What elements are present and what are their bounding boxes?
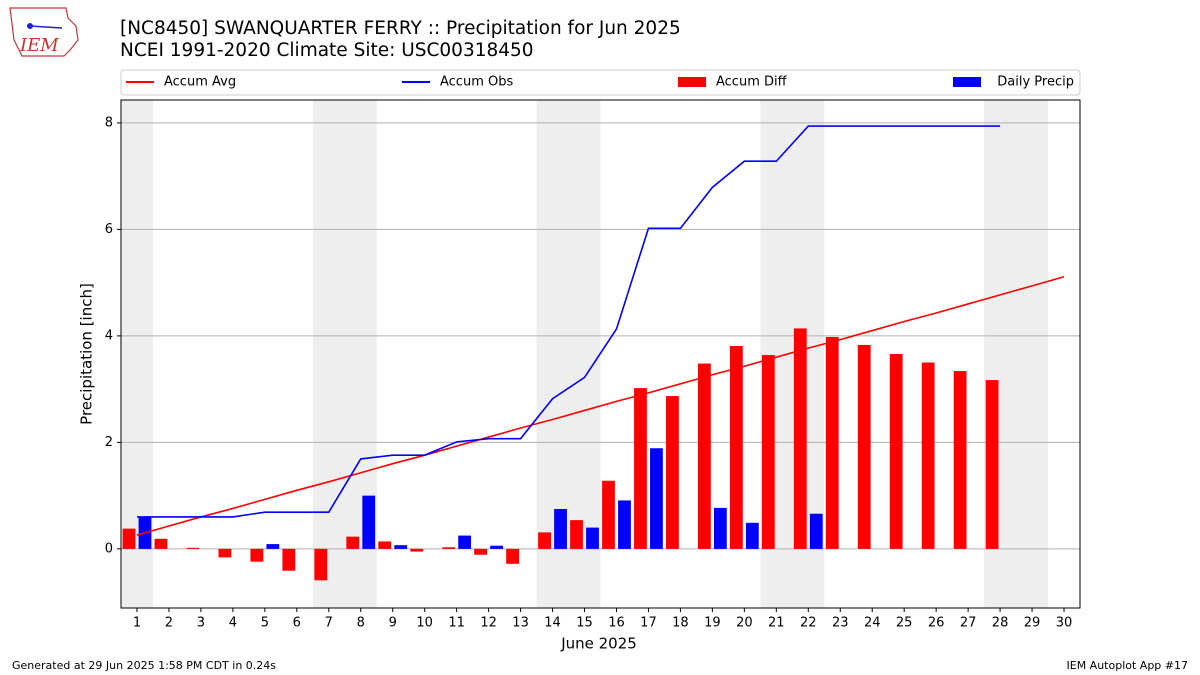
x-tick-label: 1 bbox=[133, 616, 141, 631]
bar bbox=[618, 500, 631, 549]
x-tick-label: 23 bbox=[832, 616, 849, 631]
x-tick-label: 10 bbox=[416, 616, 433, 631]
bar bbox=[793, 328, 807, 549]
x-tick-label: 26 bbox=[928, 616, 945, 631]
x-tick-label: 7 bbox=[325, 616, 333, 631]
bar bbox=[362, 495, 376, 549]
x-tick-label: 15 bbox=[576, 616, 593, 631]
x-tick-label: 20 bbox=[736, 616, 753, 631]
bar bbox=[713, 507, 727, 549]
x-tick-label: 19 bbox=[704, 616, 721, 631]
bar bbox=[394, 545, 408, 549]
x-tick-label: 30 bbox=[1056, 616, 1073, 631]
bar bbox=[650, 448, 663, 549]
x-tick-label: 27 bbox=[960, 616, 977, 631]
x-tick-label: 8 bbox=[357, 616, 365, 631]
plot-frame bbox=[120, 99, 1081, 609]
y-tick-label: 4 bbox=[105, 328, 113, 343]
line bbox=[136, 276, 1065, 536]
x-tick-label: 21 bbox=[768, 616, 785, 631]
bar bbox=[538, 532, 551, 549]
x-tick-label: 4 bbox=[229, 616, 237, 631]
bar bbox=[378, 541, 392, 549]
x-tick-label: 2 bbox=[165, 616, 173, 631]
bar bbox=[697, 363, 711, 549]
x-tick-label: 6 bbox=[293, 616, 301, 631]
bar bbox=[745, 522, 759, 549]
bar bbox=[921, 362, 935, 549]
x-tick-label: 17 bbox=[640, 616, 657, 631]
legend-label: Daily Precip bbox=[997, 75, 1074, 90]
bar bbox=[602, 480, 615, 549]
bar bbox=[282, 548, 296, 571]
weekend-shade bbox=[536, 100, 601, 608]
legend bbox=[120, 69, 1081, 96]
bar bbox=[506, 548, 519, 564]
legend-marker bbox=[678, 77, 706, 87]
x-tick-label: 28 bbox=[992, 616, 1009, 631]
x-tick-label: 29 bbox=[1024, 616, 1041, 631]
legend-label: Accum Diff bbox=[716, 75, 788, 90]
x-tick-label: 24 bbox=[864, 616, 881, 631]
bar bbox=[490, 545, 504, 549]
y-tick-label: 8 bbox=[105, 115, 113, 130]
bar bbox=[314, 548, 328, 581]
logo-text: IEM bbox=[19, 35, 59, 56]
x-axis-label: June 2025 bbox=[560, 635, 637, 653]
logo-outline bbox=[9, 7, 79, 57]
line bbox=[136, 125, 1001, 518]
bar bbox=[809, 513, 823, 549]
bar bbox=[346, 536, 360, 549]
legend-marker bbox=[953, 77, 981, 87]
bar bbox=[410, 548, 424, 552]
bar bbox=[122, 528, 136, 549]
bar bbox=[474, 548, 488, 555]
bar bbox=[761, 355, 775, 549]
x-tick-label: 9 bbox=[389, 616, 397, 631]
bar bbox=[825, 336, 839, 549]
bar bbox=[570, 520, 583, 549]
y-axis-label: Precipitation [inch] bbox=[78, 283, 96, 425]
x-tick-label: 22 bbox=[800, 616, 817, 631]
bar bbox=[154, 538, 168, 549]
bar bbox=[953, 371, 967, 549]
x-tick-label: 16 bbox=[608, 616, 625, 631]
bar bbox=[729, 346, 743, 549]
logo: IEM bbox=[9, 7, 79, 57]
bar bbox=[985, 380, 999, 549]
y-tick-label: 0 bbox=[105, 541, 113, 556]
bar bbox=[186, 547, 200, 549]
bar bbox=[889, 354, 903, 549]
bar bbox=[218, 548, 232, 558]
bar bbox=[458, 535, 472, 549]
y-tick-label: 2 bbox=[105, 435, 113, 450]
bar bbox=[554, 508, 567, 549]
chart-title: [NC8450] SWANQUARTER FERRY :: Precipitat… bbox=[120, 18, 681, 39]
y-tick-label: 6 bbox=[105, 222, 113, 237]
x-tick-label: 25 bbox=[896, 616, 913, 631]
chart-subtitle: NCEI 1991-2020 Climate Site: USC00318450 bbox=[120, 40, 534, 61]
logo-icon bbox=[29, 25, 63, 29]
bar bbox=[586, 527, 599, 549]
x-tick-label: 13 bbox=[512, 616, 529, 631]
x-tick-label: 18 bbox=[672, 616, 689, 631]
bar bbox=[634, 388, 647, 549]
footer: Generated at 29 Jun 2025 1:58 PM CDT in … bbox=[12, 659, 276, 672]
bar bbox=[442, 547, 456, 549]
legend-label: Accum Obs bbox=[440, 75, 513, 90]
bar bbox=[666, 396, 679, 549]
x-tick-label: 12 bbox=[480, 616, 497, 631]
x-tick-label: 5 bbox=[261, 616, 269, 631]
bar bbox=[857, 344, 871, 549]
bar bbox=[266, 544, 280, 549]
legend-label: Accum Avg bbox=[164, 75, 236, 90]
x-tick-label: 14 bbox=[544, 616, 561, 631]
footer: IEM Autoplot App #17 bbox=[1067, 659, 1189, 672]
x-tick-label: 3 bbox=[197, 616, 205, 631]
bar bbox=[250, 548, 264, 562]
x-tick-label: 11 bbox=[448, 616, 465, 631]
